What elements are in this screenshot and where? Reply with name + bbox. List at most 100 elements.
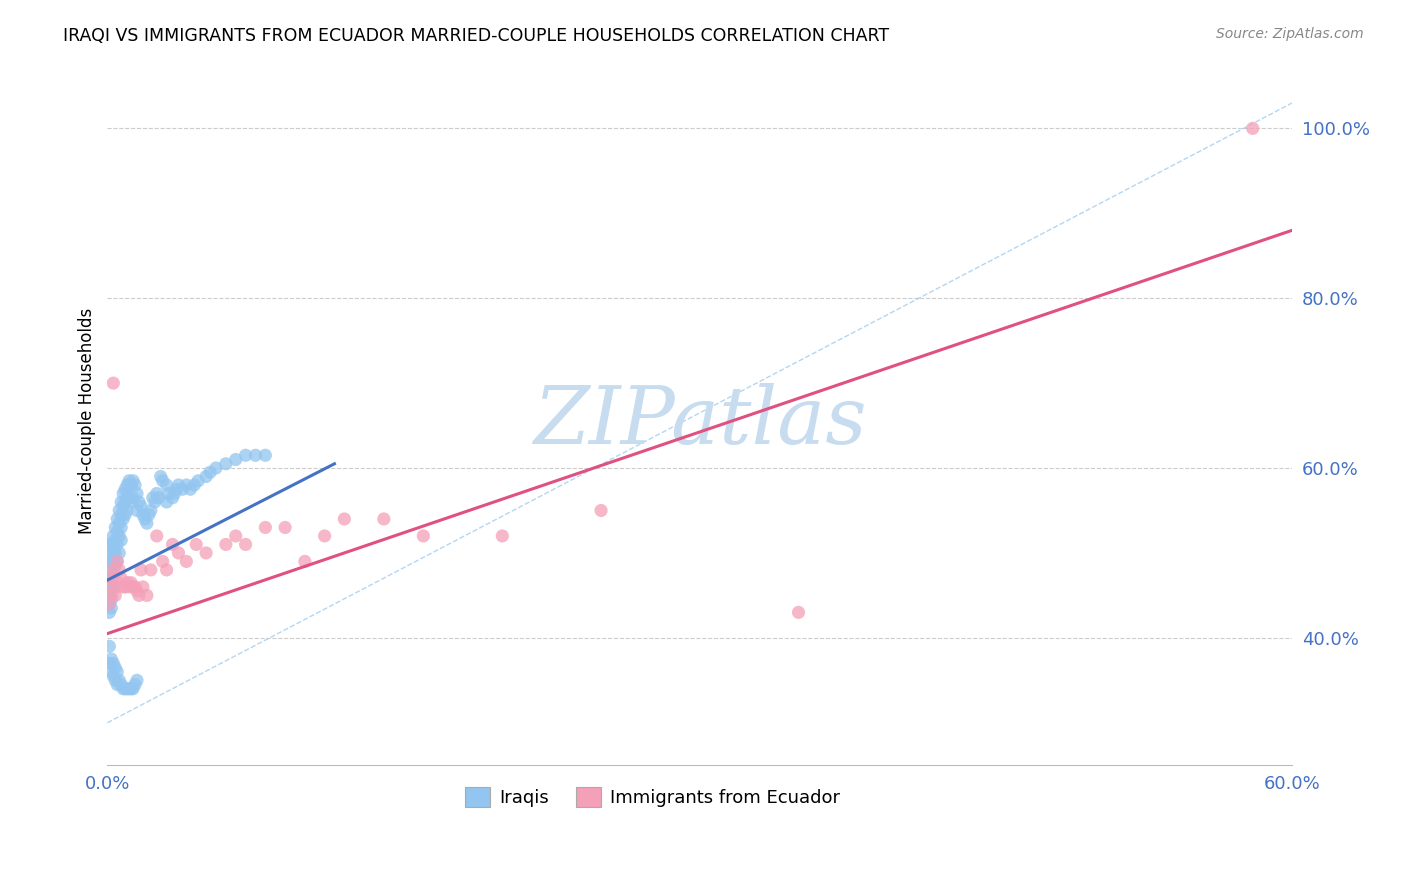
Point: [98, 588, 121, 602]
Point: [333, 512, 356, 526]
Point: [183, 478, 205, 492]
Point: [132, 580, 155, 594]
Point: [100, 665, 122, 679]
Point: [105, 580, 128, 594]
Point: [166, 482, 188, 496]
Point: [98, 580, 121, 594]
Point: [103, 546, 125, 560]
Point: [98, 554, 121, 568]
Point: [215, 537, 238, 551]
Point: [100, 652, 122, 666]
Point: [112, 580, 135, 594]
Point: [110, 677, 132, 691]
Point: [176, 478, 198, 492]
Point: [129, 500, 152, 514]
Point: [152, 554, 174, 568]
Point: [100, 571, 122, 585]
Point: [103, 554, 125, 568]
Text: ZIPatlas: ZIPatlas: [533, 383, 866, 460]
Point: [108, 673, 131, 688]
Point: [125, 503, 148, 517]
Point: [129, 563, 152, 577]
Point: [105, 512, 128, 526]
Point: [105, 554, 128, 568]
Text: IRAQI VS IMMIGRANTS FROM ECUADOR MARRIED-COUPLE HOUSEHOLDS CORRELATION CHART: IRAQI VS IMMIGRANTS FROM ECUADOR MARRIED…: [63, 27, 890, 45]
Point: [112, 500, 135, 514]
Point: [105, 524, 128, 539]
Point: [294, 554, 316, 568]
Point: [412, 529, 434, 543]
Point: [138, 508, 160, 522]
Point: [110, 571, 132, 585]
Point: [122, 474, 145, 488]
Point: [118, 491, 141, 505]
Point: [98, 571, 121, 585]
Point: [100, 546, 122, 560]
Point: [103, 580, 125, 594]
Point: [104, 558, 127, 573]
Point: [114, 495, 136, 509]
Point: [110, 508, 132, 522]
Point: [128, 588, 150, 602]
Point: [142, 491, 165, 505]
Point: [108, 503, 131, 517]
Point: [98, 606, 121, 620]
Point: [104, 533, 127, 548]
Point: [491, 529, 513, 543]
Point: [104, 520, 127, 534]
Point: [108, 516, 131, 531]
Point: [110, 495, 132, 509]
Point: [103, 563, 125, 577]
Point: [373, 512, 395, 526]
Point: [235, 537, 257, 551]
Point: [145, 486, 167, 500]
Point: [254, 520, 277, 534]
Text: Source: ZipAtlas.com: Source: ZipAtlas.com: [1216, 27, 1364, 41]
Point: [100, 580, 122, 594]
Point: [100, 601, 122, 615]
Point: [152, 474, 174, 488]
Point: [103, 567, 125, 582]
Point: [104, 588, 127, 602]
Point: [225, 529, 247, 543]
Point: [104, 571, 127, 585]
Point: [104, 546, 127, 560]
Point: [110, 533, 132, 548]
Point: [245, 448, 267, 462]
Point: [120, 478, 142, 492]
Point: [98, 597, 121, 611]
Point: [124, 677, 146, 691]
Point: [103, 529, 125, 543]
Point: [125, 584, 148, 599]
Point: [114, 482, 136, 496]
Point: [195, 546, 218, 560]
Point: [122, 491, 145, 505]
Point: [108, 546, 131, 560]
Point: [115, 575, 138, 590]
Point: [115, 681, 138, 696]
Point: [135, 588, 157, 602]
Point: [105, 665, 128, 679]
Point: [162, 491, 184, 505]
Point: [205, 461, 228, 475]
Point: [254, 448, 277, 462]
Point: [108, 563, 131, 577]
Point: [225, 452, 247, 467]
Point: [118, 681, 141, 696]
Y-axis label: Married-couple Households: Married-couple Households: [79, 309, 96, 534]
Point: [98, 657, 121, 671]
Point: [134, 512, 156, 526]
Point: [103, 537, 125, 551]
Point: [100, 554, 122, 568]
Point: [274, 520, 297, 534]
Point: [118, 580, 141, 594]
Point: [156, 563, 179, 577]
Point: [215, 457, 238, 471]
Point: [135, 516, 157, 531]
Point: [114, 580, 136, 594]
Point: [179, 482, 201, 496]
Point: [105, 537, 128, 551]
Point: [187, 474, 209, 488]
Point: [156, 495, 179, 509]
Point: [195, 469, 218, 483]
